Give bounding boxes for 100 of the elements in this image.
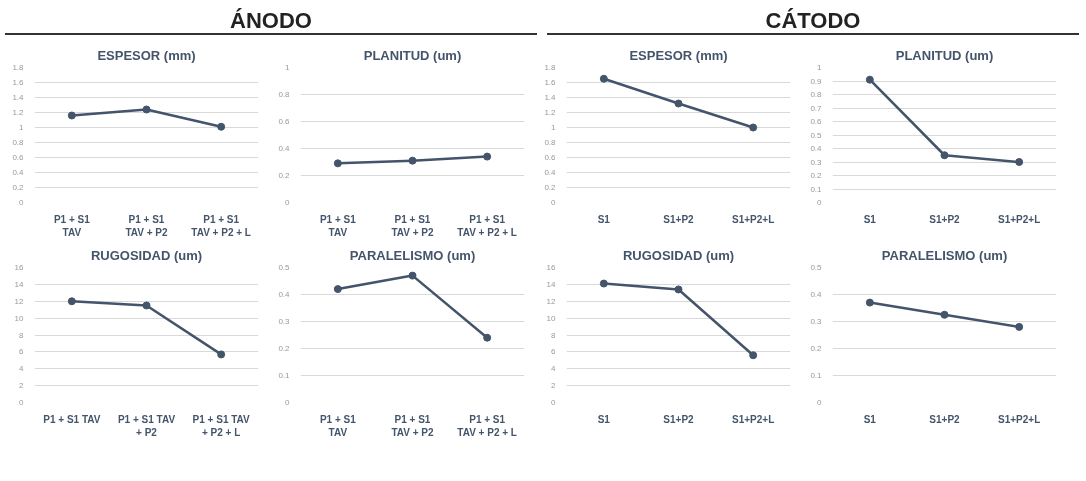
y-tick-label: 2 [19, 381, 25, 391]
point [217, 122, 226, 131]
y-tick-label: 14 [14, 279, 25, 289]
y-tick-label: 0.2 [278, 171, 291, 180]
x-tick-label: P1 + S1 TAV + P2 + L [457, 213, 517, 238]
y-tick-label: 0 [551, 198, 557, 207]
y-tick-label: 1 [285, 63, 291, 72]
y-tick-label: 6 [551, 347, 557, 357]
y-tick-label: 0.2 [12, 183, 25, 192]
y-tick-label: 0.4 [810, 290, 823, 299]
x-tick-label: P1 + S1 TAV + P2 [391, 413, 435, 438]
y-tick-label: 0.3 [278, 317, 291, 326]
y-tick-label: 0.5 [810, 263, 823, 272]
x-tick-label: S1+P2 [663, 213, 695, 225]
y-tick-label: 0.6 [278, 117, 291, 126]
x-tick-label: S1+P2 [929, 213, 961, 225]
point [674, 285, 683, 294]
y-tick-label: 0.8 [12, 138, 25, 147]
y-tick-label: 16 [14, 263, 25, 272]
y-tick-label: 4 [551, 364, 557, 374]
y-tick-label: 12 [14, 296, 25, 306]
x-tick-label: S1 [597, 213, 611, 225]
x-tick-label: P1 + S1 TAV + P2 [117, 413, 176, 438]
x-tick-label: S1+P2 [929, 413, 961, 425]
x-tick-label: S1+P2+L [732, 213, 775, 225]
y-tick-label: 0.1 [810, 184, 823, 194]
y-tick-label: 10 [14, 313, 25, 323]
point [865, 75, 874, 84]
y-tick-label: 0.8 [810, 90, 823, 99]
y-tick-label: 1 [817, 63, 823, 72]
y-tick-label: 0.4 [278, 144, 291, 153]
y-tick-label: 0.2 [810, 171, 823, 180]
point [483, 152, 492, 161]
y-tick-label: 0.1 [278, 371, 291, 380]
y-tick-label: 0.4 [810, 144, 823, 153]
x-tick-label: S1+P2+L [998, 413, 1041, 425]
point [217, 350, 226, 359]
y-tick-label: 1.8 [12, 63, 25, 72]
y-tick-label: 2 [551, 381, 557, 391]
chart-title: ESPESOR (mm) [629, 47, 728, 63]
x-tick-label: S1 [863, 213, 877, 225]
y-tick-label: 12 [546, 296, 557, 306]
point [749, 351, 758, 360]
y-tick-label: 1 [551, 123, 557, 132]
x-tick-label: P1 + S1 TAV [43, 413, 101, 425]
y-tick-label: 1.6 [544, 78, 557, 87]
point [67, 111, 76, 120]
y-tick-label: 0.5 [278, 263, 291, 272]
y-tick-label: 1.4 [12, 93, 25, 102]
x-tick-label: S1+P2 [663, 413, 695, 425]
point [333, 285, 342, 294]
point [865, 298, 874, 307]
y-tick-label: 0.4 [278, 290, 291, 299]
y-tick-label: 0 [551, 398, 557, 407]
y-tick-label: 0.2 [278, 344, 291, 353]
y-tick-label: 0.4 [12, 168, 25, 177]
point [1015, 322, 1024, 331]
y-tick-label: 14 [546, 279, 557, 289]
y-tick-label: 0.3 [810, 157, 823, 167]
chart-title: PLANITUD (um) [363, 47, 462, 63]
y-tick-label: 1.2 [12, 108, 25, 117]
chart-title: PLANITUD (um) [895, 47, 994, 63]
point [674, 99, 683, 108]
y-tick-label: 0.5 [810, 130, 823, 140]
y-tick-label: 0.6 [12, 153, 25, 162]
y-tick-label: 6 [19, 347, 25, 357]
y-tick-label: 0.2 [544, 183, 557, 192]
x-tick-label: P1 + S1 TAV + P2 + L [192, 413, 251, 438]
y-tick-label: 1.2 [544, 108, 557, 117]
x-tick-label: S1 [597, 413, 611, 425]
y-tick-label: 0.4 [544, 168, 557, 177]
point [142, 301, 151, 310]
point [940, 151, 949, 160]
y-tick-label: 0.1 [810, 371, 823, 380]
y-tick-label: 0.8 [544, 138, 557, 147]
x-tick-label: P1 + S1 TAV [319, 213, 357, 238]
y-tick-label: 0 [285, 198, 291, 207]
chart-title: RUGOSIDAD (um) [622, 247, 735, 263]
y-tick-label: 0.9 [810, 76, 823, 86]
y-tick-label: 1.8 [544, 63, 557, 72]
y-tick-label: 8 [551, 330, 557, 340]
y-tick-label: 0 [285, 398, 291, 407]
y-tick-label: 0 [19, 398, 25, 407]
y-tick-label: 4 [19, 364, 25, 374]
text: CÁTODO [765, 7, 861, 35]
point [483, 333, 492, 342]
point [333, 159, 342, 168]
point [67, 297, 76, 306]
y-tick-label: 0.7 [810, 103, 823, 113]
x-tick-label: P1 + S1 TAV + P2 [125, 213, 169, 238]
x-tick-label: P1 + S1 TAV + P2 [391, 213, 435, 238]
chart-title: PARALELISMO (um) [881, 247, 1008, 263]
x-tick-label: P1 + S1 TAV + P2 + L [457, 413, 517, 438]
y-tick-label: 0.8 [278, 90, 291, 99]
y-tick-label: 0.2 [810, 344, 823, 353]
y-tick-label: 0 [19, 198, 25, 207]
y-tick-label: 0.6 [810, 117, 823, 126]
point [940, 310, 949, 319]
y-tick-label: 8 [19, 330, 25, 340]
point [408, 271, 417, 280]
